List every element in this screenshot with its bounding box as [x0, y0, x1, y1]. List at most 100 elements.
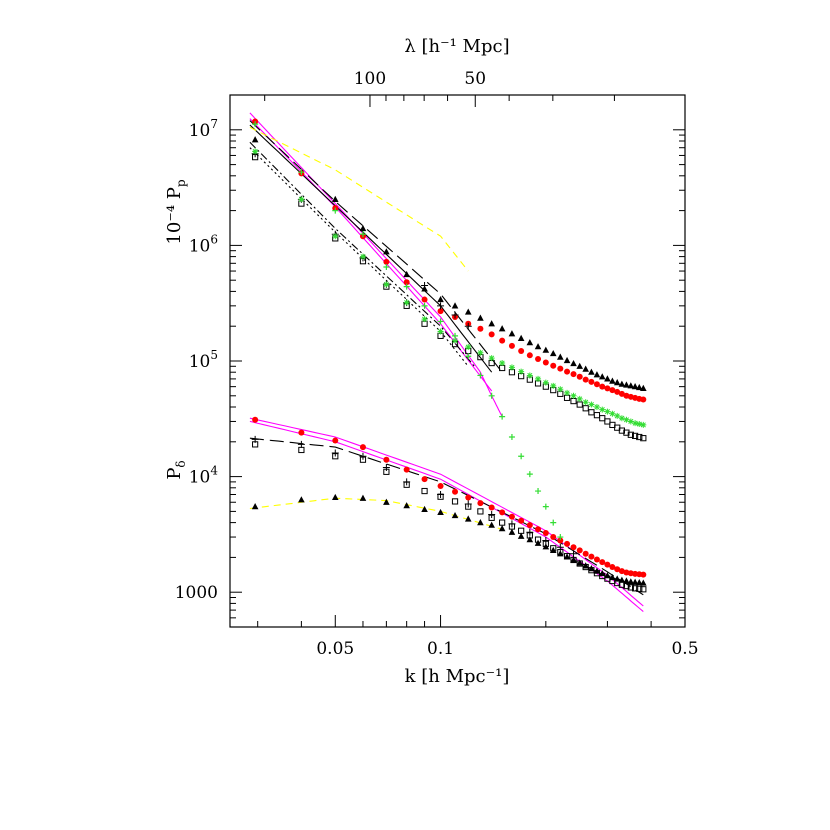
y-tick-label-4: 106 — [189, 232, 218, 256]
data-point-circle-62 — [593, 556, 600, 563]
data-point-circle-24 — [582, 376, 589, 383]
data-point-star-7 — [421, 316, 428, 323]
data-point-star-11 — [477, 349, 484, 356]
data-point-star-35 — [636, 421, 643, 428]
data-point-star-36 — [640, 421, 647, 428]
svg-text:Pδ: Pδ — [164, 460, 188, 479]
data-point-star-12 — [488, 355, 495, 362]
data-point-circle-52 — [526, 522, 533, 529]
data-point-triangle-2 — [331, 195, 339, 202]
data-point-circle-49 — [499, 509, 506, 516]
data-point-star-25 — [588, 401, 595, 408]
x-axis-label: k [h Mpc⁻¹] — [405, 666, 510, 687]
data-point-star-10 — [465, 344, 472, 351]
axis-tick-labels: 0.05 0.1 0.5 100 50 1000 104 105 106 107 — [175, 69, 699, 659]
data-point-circle-26 — [593, 381, 600, 388]
data-point-star-4 — [359, 253, 366, 260]
data-point-triangle-1 — [251, 136, 259, 143]
data-point-triangle-63 — [604, 572, 611, 579]
data-point-square-60 — [582, 563, 589, 571]
data-point-triangle-5 — [403, 270, 410, 278]
data-point-star-22 — [570, 392, 577, 399]
data-point-circle-54 — [542, 530, 549, 537]
data-point-cross-15 — [382, 463, 390, 471]
data-point-star-16 — [526, 372, 533, 379]
data-point-cross-21 — [526, 528, 534, 536]
data-point-square-31 — [618, 427, 625, 434]
data-point-triangle-54 — [549, 546, 557, 553]
data-point-circle-72 — [640, 571, 647, 578]
data-point-circle-25 — [588, 378, 595, 385]
data-point-circle-20 — [557, 365, 564, 372]
data-point-triangle-51 — [526, 536, 534, 543]
data-point-triangle-19 — [557, 353, 564, 360]
x-tick-label-1: 0.05 — [316, 639, 354, 659]
data-point-triangle-52 — [534, 539, 542, 546]
data-point-star-9 — [452, 337, 459, 344]
data-point-square-36 — [640, 435, 647, 442]
data-point-square-47 — [477, 508, 484, 515]
data-point-triangle-34 — [635, 383, 643, 391]
data-point-circle-36 — [640, 396, 647, 403]
data-point-circle-37 — [252, 416, 259, 423]
data-point-circle-11 — [477, 325, 484, 332]
data-point-triangle-71 — [640, 579, 647, 586]
data-point-circle-42 — [403, 466, 410, 473]
data-point-circle-59 — [576, 547, 583, 554]
data-point-circle-18 — [542, 359, 549, 366]
data-point-cross-22 — [542, 537, 550, 545]
top-tick-label-2: 50 — [464, 69, 486, 89]
data-point-cross-14 — [359, 452, 367, 460]
data-point-triangle-29 — [613, 379, 621, 386]
data-point-circle-66 — [614, 566, 621, 573]
y-tick-label-2: 104 — [189, 464, 219, 488]
data-point-square-72 — [640, 586, 647, 593]
data-point-triangle-22 — [576, 362, 584, 369]
data-point-circle-63 — [599, 559, 606, 566]
data-point-triangle-33 — [631, 383, 639, 390]
data-point-star-32 — [623, 416, 630, 423]
data-point-circle-21 — [564, 368, 571, 375]
data-point-triangle-18 — [549, 349, 557, 357]
data-point-plus-8 — [437, 318, 444, 325]
data-point-square-51 — [518, 527, 525, 534]
data-point-triangle-69 — [631, 578, 639, 585]
y-axis-label-upper-main: 10⁻⁴ P — [164, 187, 185, 244]
data-point-triangle-20 — [563, 356, 571, 364]
data-points — [251, 118, 647, 593]
data-point-triangle-26 — [598, 373, 606, 380]
data-point-triangle-3 — [359, 224, 367, 232]
data-point-square-59 — [576, 560, 583, 567]
data-point-triangle-24 — [588, 368, 595, 375]
data-point-circle-19 — [550, 362, 557, 369]
data-point-plus-5 — [383, 264, 390, 271]
data-point-circle-45 — [452, 488, 459, 495]
data-point-triangle-38 — [331, 493, 339, 501]
y-tick-label-3: 105 — [189, 348, 218, 372]
data-point-triangle-7 — [437, 295, 444, 303]
data-point-circle-38 — [298, 429, 305, 436]
data-point-star-27 — [599, 406, 606, 413]
model-curve-5 — [249, 120, 503, 373]
data-point-circle-13 — [499, 337, 506, 344]
data-point-star-28 — [604, 408, 611, 415]
data-point-triangle-8 — [451, 302, 459, 309]
data-point-plus-20 — [557, 534, 564, 541]
data-point-triangle-25 — [593, 371, 601, 378]
data-point-star-14 — [508, 364, 515, 371]
data-point-circle-56 — [557, 537, 564, 544]
data-point-square-66 — [614, 579, 621, 587]
data-point-circle-46 — [465, 494, 472, 501]
data-point-square-23 — [576, 401, 583, 408]
data-point-star-23 — [576, 395, 583, 402]
data-point-triangle-13 — [508, 330, 516, 337]
data-point-square-33 — [627, 431, 634, 438]
data-point-star-31 — [618, 415, 625, 422]
plot-frame — [229, 94, 686, 628]
data-point-circle-57 — [564, 540, 571, 547]
data-point-triangle-12 — [498, 325, 506, 332]
model-curve-7 — [249, 124, 493, 373]
data-point-plus-13 — [499, 413, 506, 420]
data-point-triangle-43 — [437, 508, 444, 516]
data-point-cross-17 — [437, 491, 445, 499]
